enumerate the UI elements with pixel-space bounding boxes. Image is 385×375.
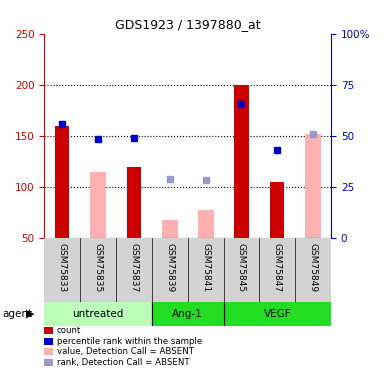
Text: GSM75847: GSM75847 <box>273 243 282 292</box>
Bar <box>305 134 321 238</box>
Bar <box>80 238 116 302</box>
Text: GSM75837: GSM75837 <box>129 243 139 292</box>
Text: rank, Detection Call = ABSENT: rank, Detection Call = ABSENT <box>57 358 189 367</box>
Text: VEGF: VEGF <box>263 309 291 319</box>
Bar <box>295 238 331 302</box>
Text: agent: agent <box>2 309 32 319</box>
Text: GSM75839: GSM75839 <box>165 243 174 292</box>
Bar <box>198 210 214 238</box>
Bar <box>188 238 224 302</box>
Bar <box>90 172 106 238</box>
Bar <box>259 238 295 302</box>
Text: GSM75849: GSM75849 <box>309 243 318 292</box>
Bar <box>55 126 69 238</box>
Bar <box>127 166 141 238</box>
Bar <box>152 302 224 326</box>
Bar <box>44 302 152 326</box>
Bar <box>152 238 188 302</box>
Bar <box>224 238 259 302</box>
Text: untreated: untreated <box>72 309 124 319</box>
Text: value, Detection Call = ABSENT: value, Detection Call = ABSENT <box>57 347 194 356</box>
Text: percentile rank within the sample: percentile rank within the sample <box>57 337 202 346</box>
Bar <box>44 238 80 302</box>
Bar <box>116 238 152 302</box>
Bar <box>224 302 331 326</box>
Text: ▶: ▶ <box>26 309 35 319</box>
Text: Ang-1: Ang-1 <box>172 309 203 319</box>
Text: GSM75841: GSM75841 <box>201 243 210 292</box>
Bar <box>270 182 285 238</box>
Text: GSM75845: GSM75845 <box>237 243 246 292</box>
Text: count: count <box>57 326 81 335</box>
Text: GSM75833: GSM75833 <box>58 243 67 292</box>
Bar <box>162 220 177 238</box>
Title: GDS1923 / 1397880_at: GDS1923 / 1397880_at <box>115 18 261 31</box>
Text: GSM75835: GSM75835 <box>94 243 102 292</box>
Bar <box>234 85 249 238</box>
